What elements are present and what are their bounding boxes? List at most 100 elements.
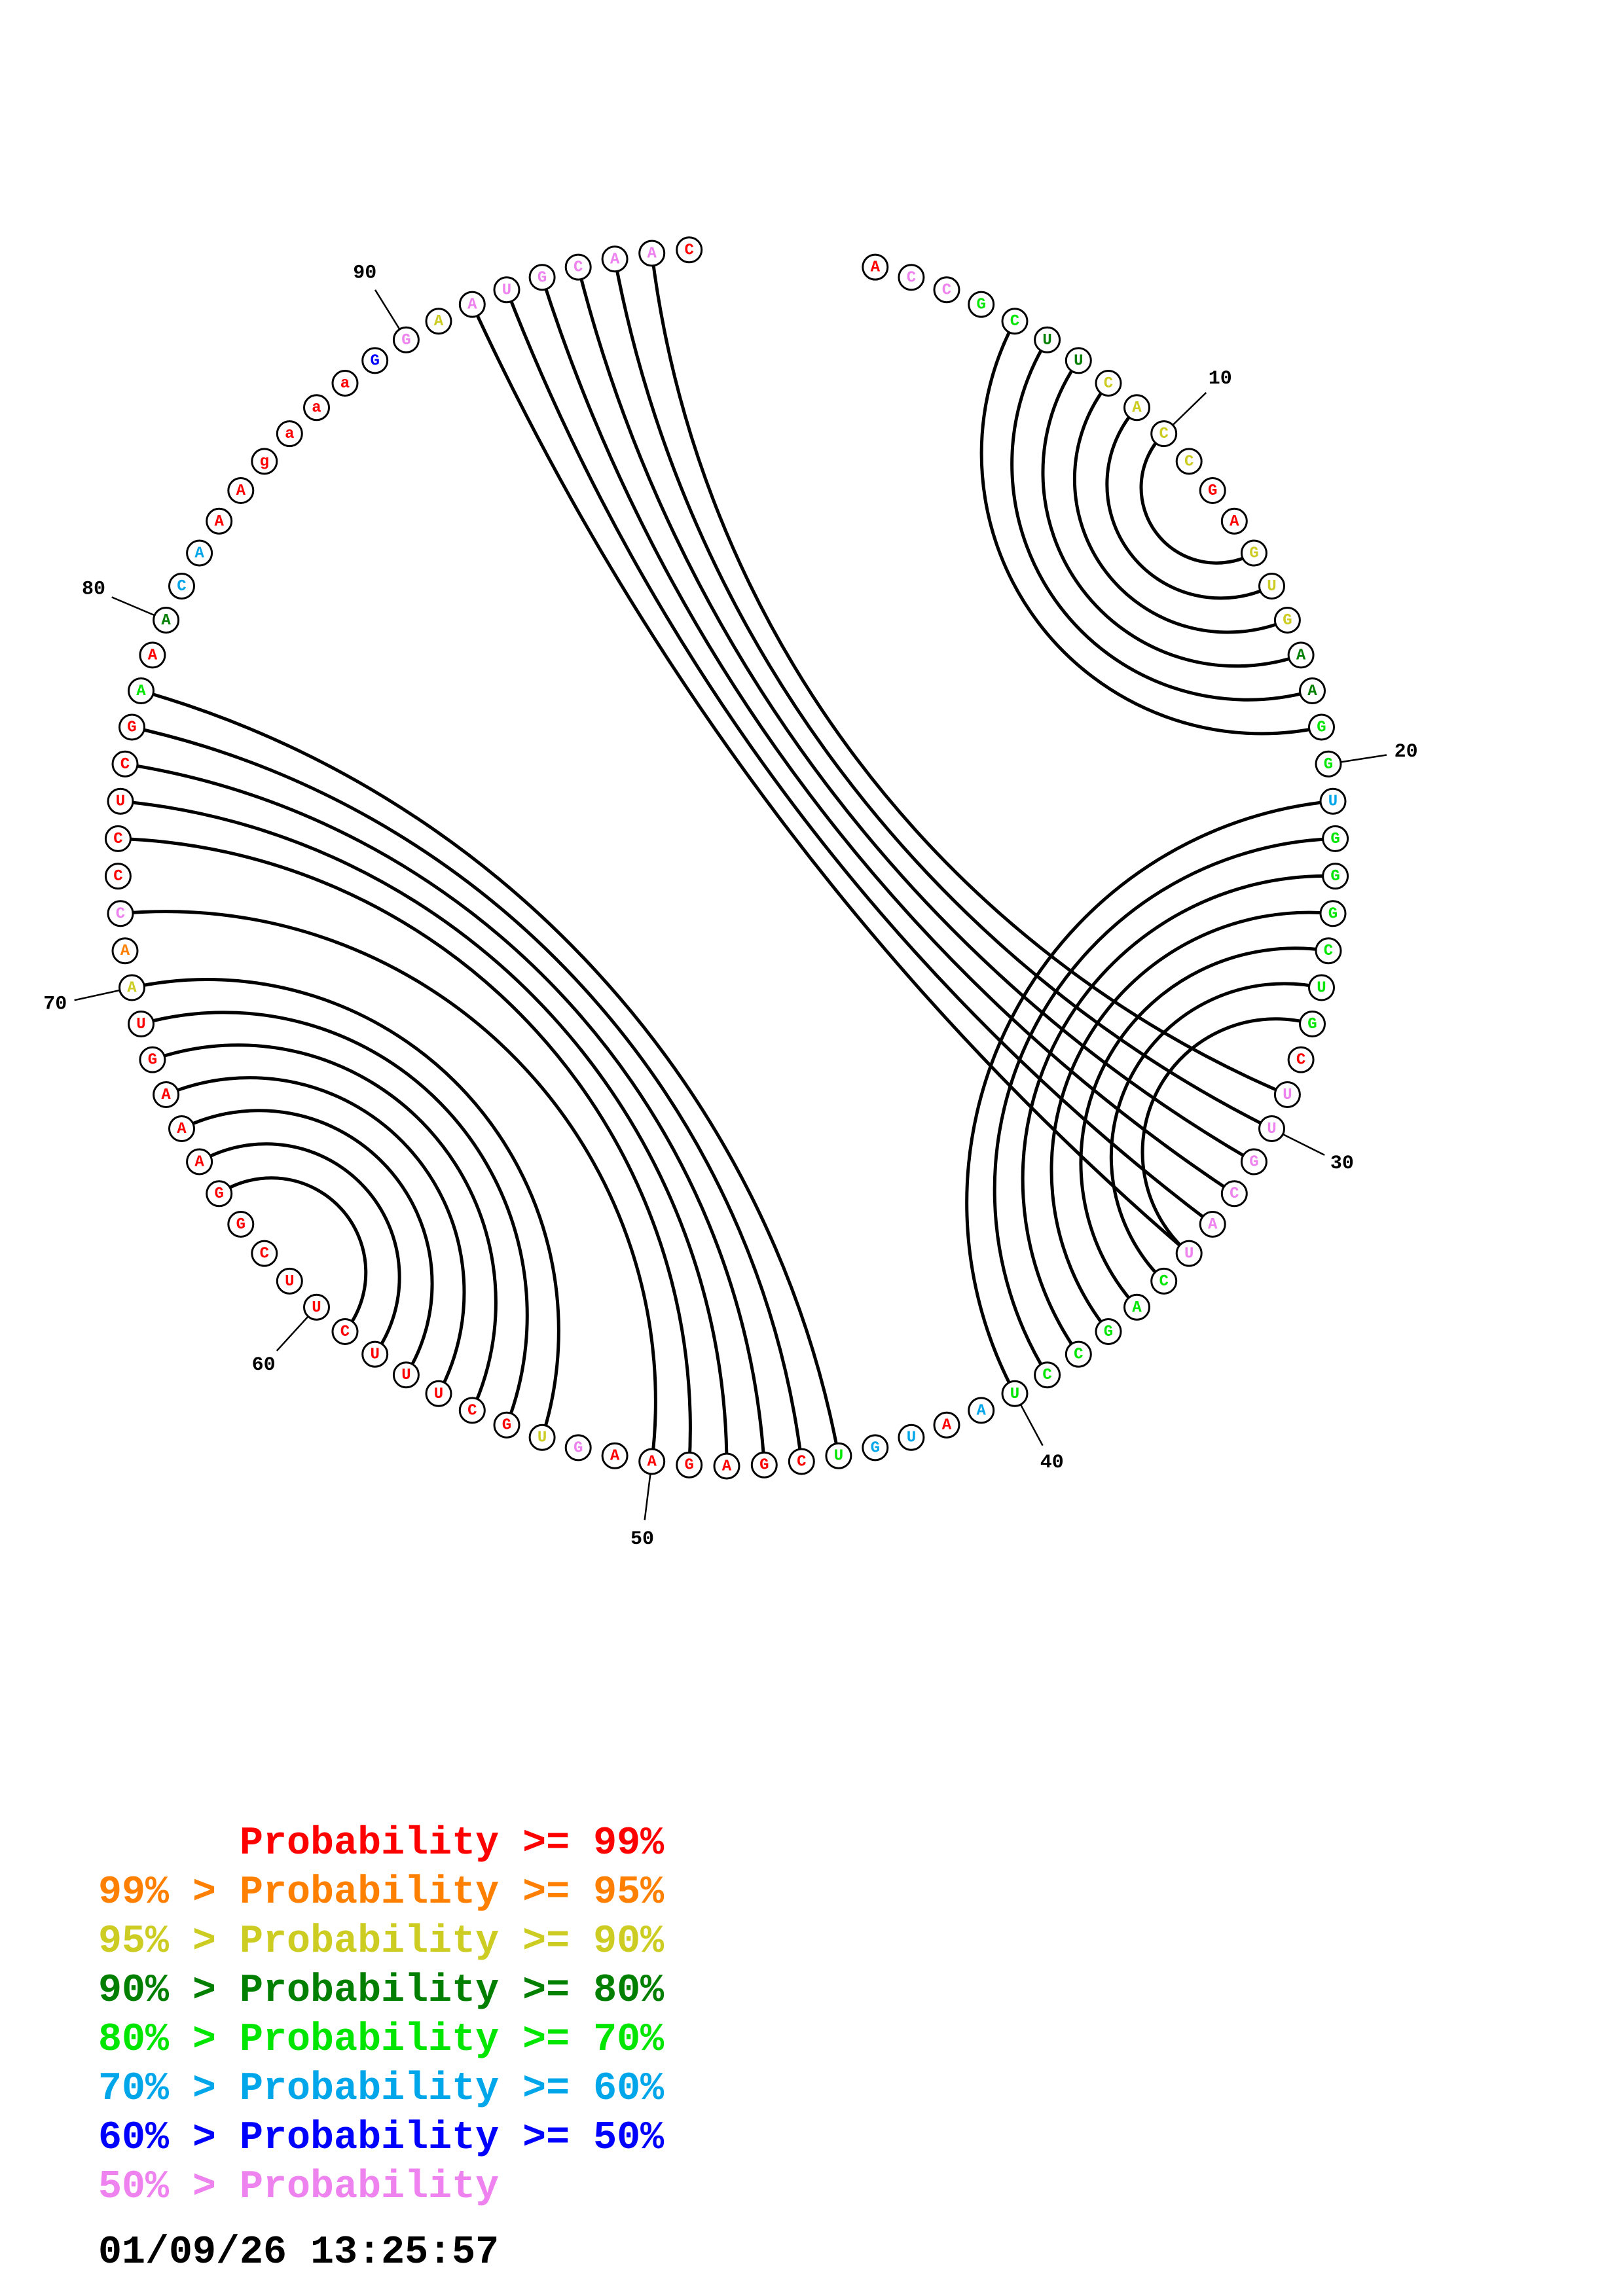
position-tick-line — [1172, 392, 1207, 426]
nucleotide-letter: G — [1328, 905, 1338, 923]
nucleotide: C — [1150, 420, 1178, 448]
nucleotide: A — [638, 240, 666, 267]
nucleotide-letter: G — [127, 719, 136, 737]
position-tick-line — [1282, 1133, 1325, 1156]
nucleotide-letter: C — [1230, 1185, 1239, 1203]
base-pair-arc — [198, 1142, 401, 1355]
nucleotide-letter: a — [285, 425, 294, 443]
base-pair-arcs — [118, 253, 1336, 1467]
nucleotide-circle — [1308, 713, 1335, 741]
nucleotide: G — [1322, 863, 1349, 890]
nucleotide: C — [107, 900, 134, 927]
nucleotide-letter: G — [1104, 1323, 1113, 1341]
nucleotide: A — [186, 539, 213, 567]
nucleotide-circle — [1258, 1115, 1285, 1142]
nucleotide: C — [168, 573, 195, 600]
position-tick-line — [644, 1473, 651, 1520]
nucleotide-letter: A — [214, 513, 224, 531]
nucleotide: G — [528, 264, 556, 291]
nucleotide: U — [1308, 974, 1335, 1001]
nucleotide-letter: C — [120, 756, 130, 774]
nucleotide-letter: C — [797, 1454, 806, 1471]
nucleotide: G — [227, 1211, 255, 1238]
nucleotide: A — [458, 291, 486, 318]
nucleotide: G — [1199, 477, 1226, 504]
nucleotide: G — [1273, 607, 1301, 634]
nucleotide: U — [1001, 1380, 1029, 1407]
nucleotide-letter: g — [260, 453, 269, 471]
legend-text: Probability >= 99% — [98, 1821, 665, 1866]
base-pair-arc — [131, 978, 560, 1438]
nucleotide-letter: C — [467, 1402, 477, 1420]
legend-row-70: 80% > Probability >= 70% — [98, 2016, 949, 2065]
base-pair-arc — [576, 266, 1255, 1164]
nucleotide: C — [1175, 448, 1203, 475]
nucleotide-letter: A — [467, 296, 477, 314]
nucleotide-circle — [676, 1451, 703, 1479]
nucleotide-circle — [1240, 1148, 1267, 1175]
nucleotide-circle — [1199, 477, 1226, 504]
nucleotide-letter: A — [1307, 683, 1317, 700]
nucleotide-circle — [128, 1011, 155, 1037]
nucleotide-letter: G — [401, 332, 410, 350]
nucleotide: G — [1319, 900, 1347, 927]
nucleotide: U — [425, 1380, 452, 1407]
nucleotide: C — [1315, 937, 1342, 965]
nucleotide-circle — [1034, 326, 1061, 353]
base-pair-arc — [979, 320, 1322, 736]
nucleotide-letter: C — [1042, 1367, 1051, 1384]
legend-row-50: 60% > Probability >= 50% — [98, 2114, 949, 2163]
nucleotide-letter: U — [370, 1346, 379, 1364]
nucleotide-circle — [1001, 308, 1029, 335]
nucleotide-letter: G — [871, 1439, 880, 1457]
nucleotide-circle — [493, 1411, 520, 1439]
nucleotide-letter: C — [1184, 453, 1194, 471]
base-pair-arc — [124, 762, 766, 1465]
nucleotide-circle — [206, 507, 233, 535]
legend-row-90: 95% > Probability >= 90% — [98, 1918, 949, 1967]
base-pair-arc — [120, 799, 729, 1467]
nucleotide: A — [1287, 641, 1315, 669]
nucleotide-circle — [1123, 1293, 1150, 1321]
nucleotide: A — [111, 937, 139, 965]
nucleotide: g — [251, 448, 278, 475]
base-pair-arc — [120, 910, 657, 1462]
nucleotide: A — [1299, 677, 1326, 704]
base-pair-arc — [650, 253, 1288, 1096]
nucleotide-letter: G — [1208, 482, 1217, 500]
nucleotide: G — [206, 1180, 233, 1208]
nucleotide-letter: C — [1074, 1346, 1083, 1364]
nucleotide-circle — [1175, 448, 1203, 475]
position-tick-label: 40 — [1040, 1452, 1064, 1474]
nucleotide-letter: U — [1267, 1121, 1276, 1138]
base-pair-arc — [152, 1043, 498, 1411]
nucleotide-circle — [862, 253, 889, 281]
nucleotide-circle — [1001, 1380, 1029, 1407]
nucleotide-letter: C — [684, 242, 693, 259]
nucleotide: C — [1150, 1267, 1178, 1295]
nucleotide-circle — [458, 291, 486, 318]
nucleotide-circle — [425, 308, 452, 335]
position-tick-line — [74, 989, 120, 1001]
nucleotide: A — [153, 607, 180, 634]
nucleotide: U — [1273, 1081, 1301, 1108]
base-pair-arc — [505, 289, 1214, 1226]
nucleotide-circle — [139, 1046, 166, 1073]
nucleotide-letter: U — [312, 1299, 321, 1317]
nucleotide-circle — [788, 1448, 815, 1475]
base-pair-arc — [218, 1176, 368, 1333]
nucleotide-letter: A — [148, 647, 158, 664]
position-tick-line — [1340, 754, 1387, 763]
nucleotide: C — [1220, 1180, 1248, 1208]
nucleotide: G — [361, 347, 389, 374]
nucleotide: U — [825, 1442, 852, 1469]
nucleotide-letter: G — [1330, 831, 1340, 848]
nucleotide-letter: C — [1104, 375, 1113, 393]
nucleotide: C — [331, 1318, 359, 1345]
nucleotide-circle — [1095, 1318, 1122, 1345]
position-tick-label: 90 — [353, 262, 376, 284]
nucleotide-circle — [1319, 787, 1347, 815]
nucleotide: A — [153, 1081, 180, 1108]
nucleotide-letter: G — [1249, 545, 1258, 563]
